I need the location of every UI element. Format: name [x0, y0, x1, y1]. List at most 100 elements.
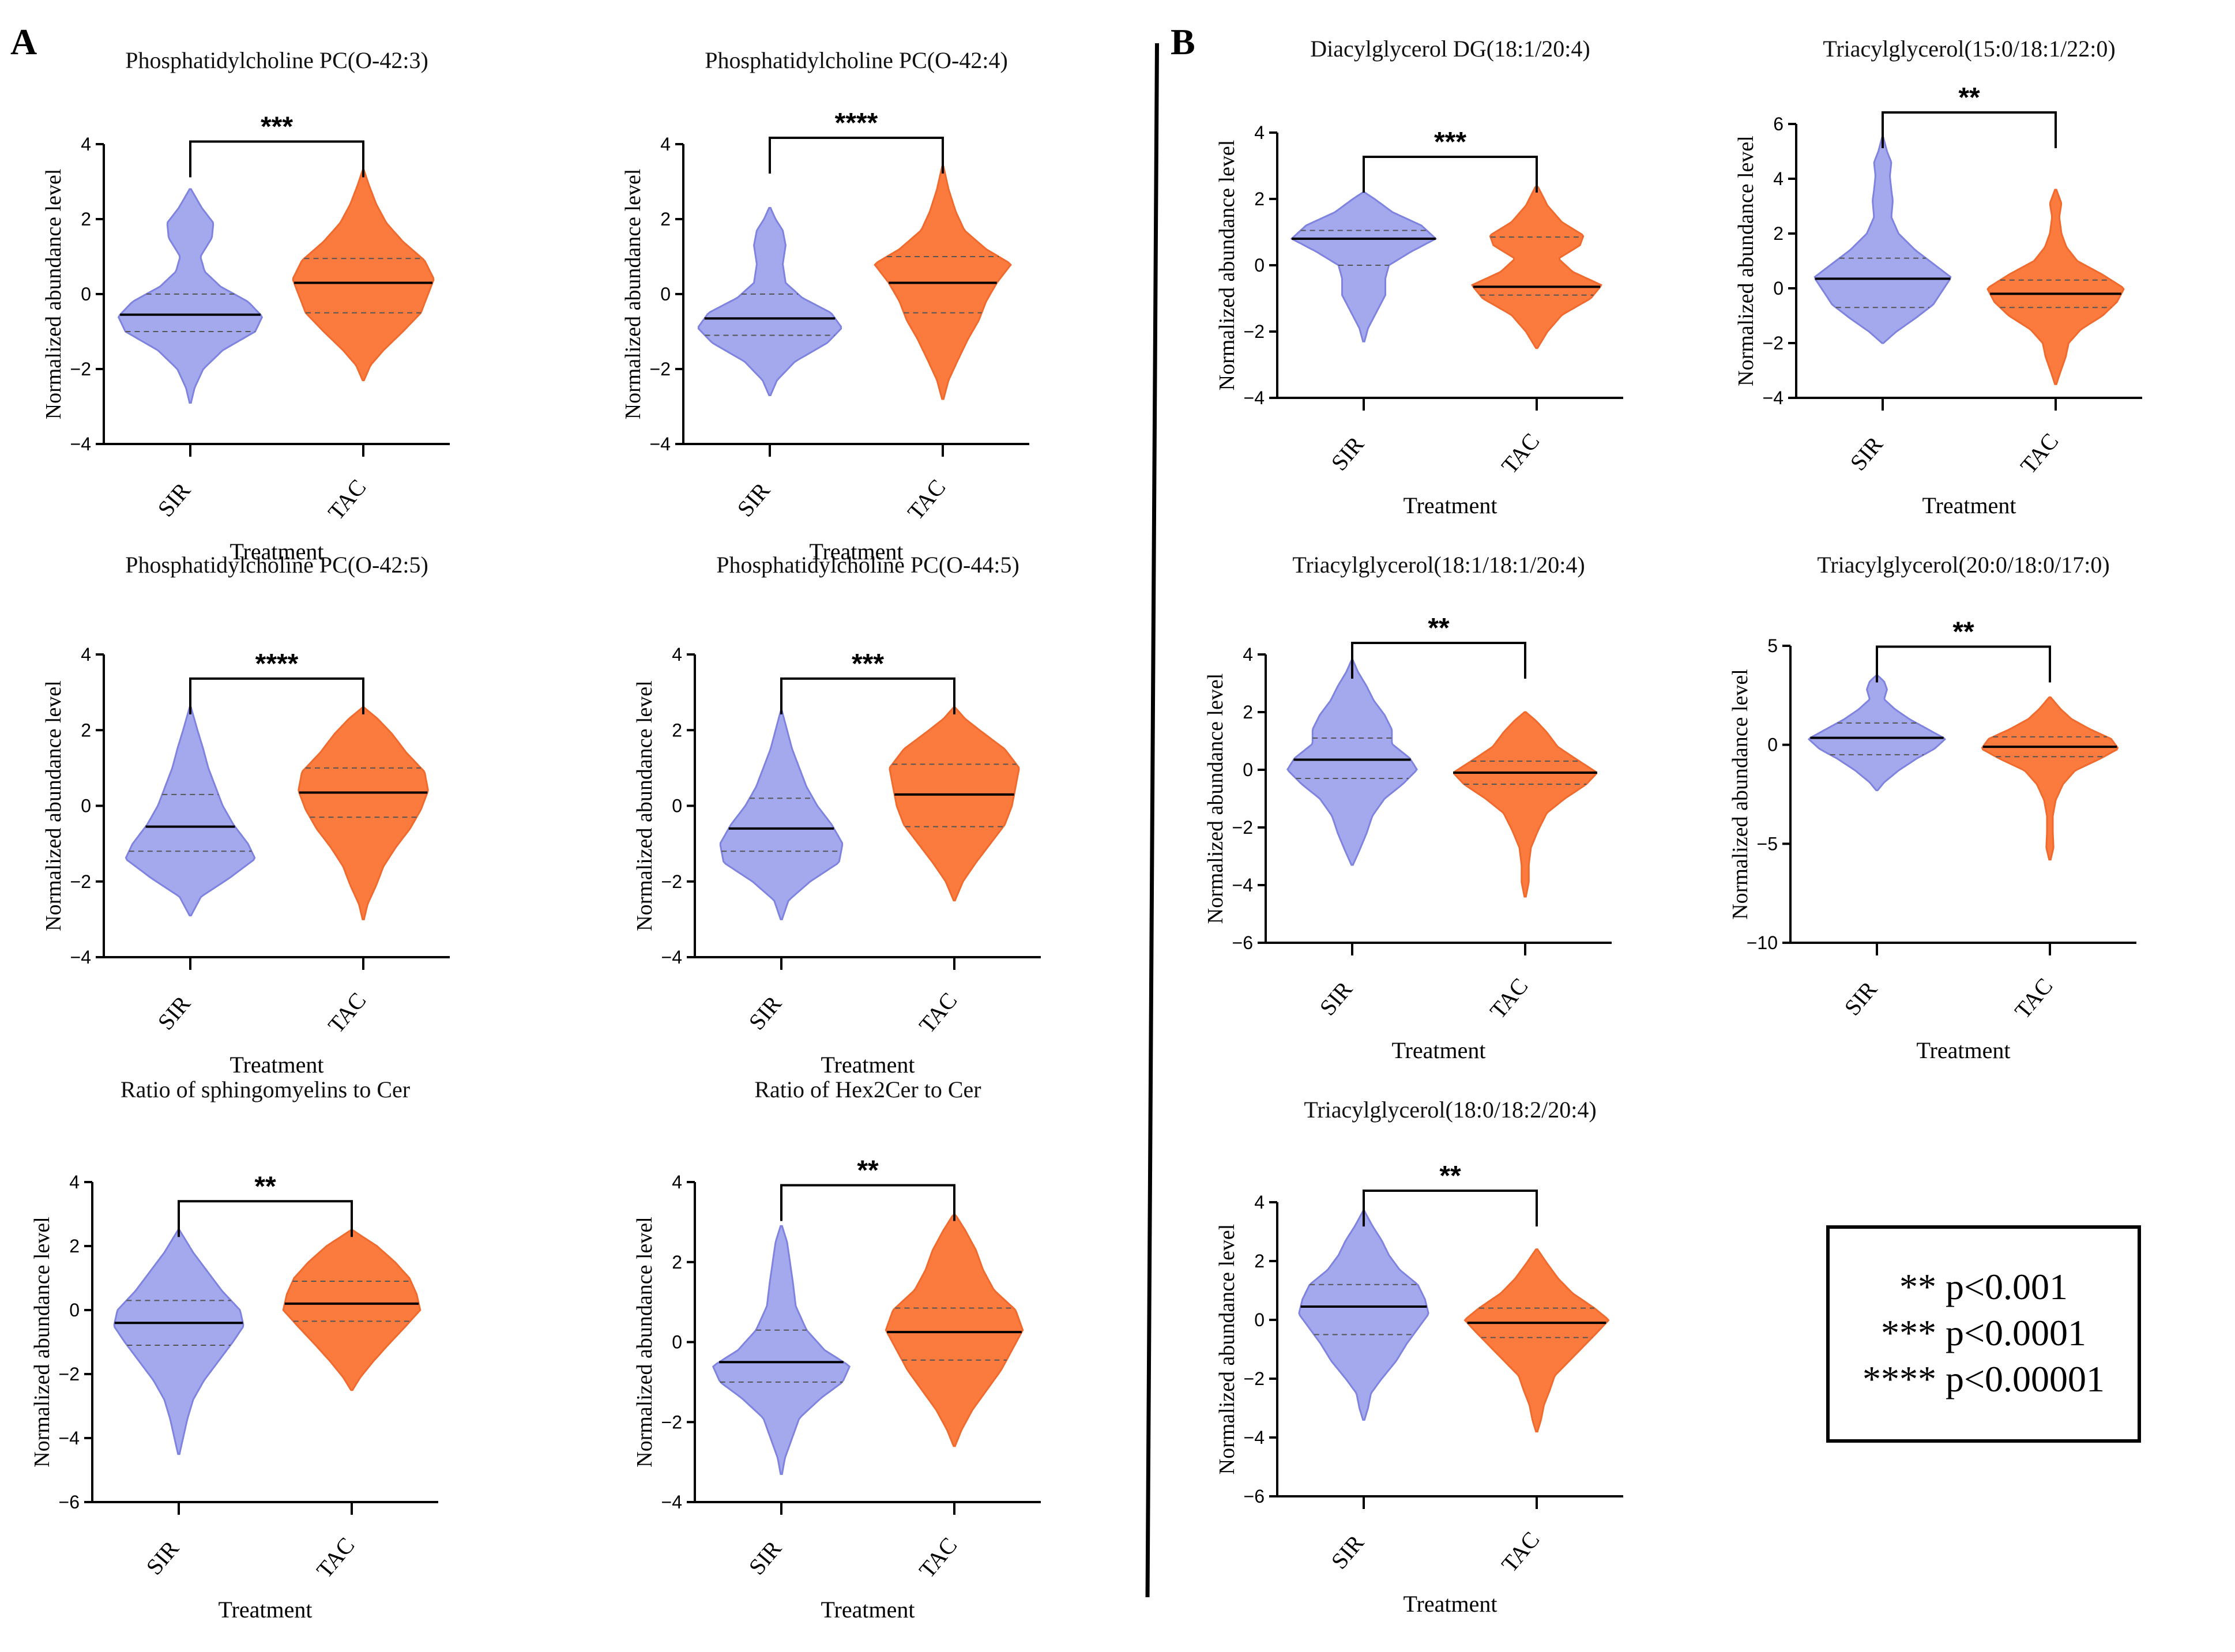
chart-svg: Phosphatidylcholine PC(O-42:5) −4 −2 0 2 4 Nor… — [42, 552, 450, 1078]
legend-entry: ** p<0.001 — [1830, 1266, 2138, 1308]
y-tick-label: 4 — [81, 644, 91, 665]
violin-tac — [889, 706, 1020, 902]
y-tick-label: 0 — [81, 284, 91, 304]
chart-title: Phosphatidylcholine PC(O-42:5) — [125, 552, 428, 578]
chart-title: Phosphatidylcholine PC(O-42:4) — [705, 47, 1008, 73]
x-tick-label: SIR — [1845, 431, 1888, 476]
violin-chart: Ratio of Hex2Cer to Cer −4 −2 0 2 4 Normalized… — [614, 1064, 1064, 1652]
y-axis-label: Normalized abundance level — [1203, 673, 1228, 924]
violin-sir — [1298, 1210, 1429, 1421]
y-tick-label: 0 — [1243, 759, 1253, 780]
y-tick-label: −2 — [1244, 321, 1265, 342]
y-tick-label: −2 — [70, 871, 91, 892]
x-tick-label: SIR — [152, 991, 195, 1035]
violin-chart: Ratio of sphingomyelins to Cer −6 −4 −2 0 2 4 N… — [30, 1064, 461, 1652]
significance-bracket — [780, 1184, 955, 1221]
x-tick-label: TAC — [1496, 1526, 1545, 1577]
legend-text: p<0.0001 — [1945, 1312, 2087, 1353]
significance-stars: *** — [1434, 127, 1466, 157]
significance-stars: **** — [255, 649, 299, 679]
y-axis-label: Normalized abundance level — [1215, 140, 1239, 391]
y-tick-label: 0 — [1767, 735, 1778, 755]
significance-bracket — [1363, 1190, 1538, 1226]
x-tick-label: TAC — [1496, 428, 1545, 479]
x-axis-label: Treatment — [1917, 1037, 2011, 1063]
legend-text: p<0.00001 — [1945, 1359, 2105, 1399]
legend-text: p<0.001 — [1945, 1266, 2068, 1307]
legend-stars: **** — [1862, 1359, 1936, 1399]
y-axis-label: Normalized abundance level — [30, 1217, 54, 1467]
x-tick-label: TAC — [323, 474, 371, 525]
legend-stars: *** — [1880, 1312, 1936, 1353]
y-tick-label: 0 — [1773, 278, 1784, 299]
legend-entry: **** p<0.00001 — [1830, 1358, 2138, 1401]
y-tick-label: 2 — [1773, 223, 1784, 244]
y-tick-label: −2 — [1244, 1368, 1265, 1389]
legend-entry: *** p<0.0001 — [1830, 1312, 2138, 1354]
chart-title: Ratio of sphingomyelins to Cer — [121, 1077, 410, 1102]
significance-stars: *** — [261, 112, 293, 142]
significance-stars: ** — [857, 1156, 879, 1186]
violin-chart: Triacylglycerol(18:0/18:2/20:4) −6 −4 −2 0 2 4… — [1208, 1084, 1646, 1646]
significance-bracket — [189, 677, 364, 714]
y-tick-label: 0 — [672, 796, 682, 816]
y-tick-label: 4 — [81, 134, 91, 155]
chart-title: Triacylglycerol(18:0/18:2/20:4) — [1304, 1097, 1596, 1123]
x-tick-label: SIR — [141, 1536, 184, 1580]
significance-bracket — [189, 140, 364, 178]
x-axis-label: Treatment — [219, 1597, 313, 1623]
significance-stars: ** — [1439, 1161, 1461, 1191]
y-tick-label: −2 — [661, 871, 682, 892]
violin-chart: Phosphatidylcholine PC(O-42:5) −4 −2 0 2 4 Nor… — [35, 539, 473, 1107]
violin-tac — [282, 1229, 422, 1391]
x-axis-label: Treatment — [1392, 1037, 1486, 1063]
violin-tac — [1463, 1248, 1610, 1433]
chart-svg: Diacylglycerol DG(18:1/20:4) −4 −2 0 2 4 Norma… — [1215, 36, 1623, 518]
y-axis-label: Normalized abundance level — [42, 169, 66, 420]
violin-tac — [1453, 711, 1598, 898]
y-tick-label: 0 — [1254, 1309, 1265, 1330]
y-tick-label: −4 — [1244, 387, 1265, 408]
significance-stars: ** — [1428, 613, 1450, 644]
x-tick-label: SIR — [743, 991, 787, 1035]
y-tick-label: 4 — [672, 644, 682, 665]
chart-title: Triacylglycerol(18:1/18:1/20:4) — [1292, 552, 1585, 578]
y-tick-label: −2 — [661, 1412, 682, 1432]
significance-stars: ** — [1958, 82, 1980, 113]
y-tick-label: −5 — [1757, 833, 1778, 854]
y-tick-label: 2 — [81, 720, 91, 740]
violin-chart: Phosphatidylcholine PC(O-42:4) −4 −2 0 2 4 Nor… — [614, 35, 1052, 594]
violin-chart: Phosphatidylcholine PC(O-44:5) −4 −2 0 2 4 Nor… — [614, 539, 1064, 1107]
y-tick-label: −2 — [70, 359, 91, 379]
significance-legend: ** p<0.001 *** p<0.0001 **** p<0.00001 — [1826, 1225, 2141, 1443]
violin-sir — [719, 710, 844, 920]
y-tick-label: 0 — [1254, 255, 1265, 276]
significance-bracket — [780, 677, 955, 714]
x-tick-label: SIR — [743, 1536, 787, 1580]
y-tick-label: −4 — [1244, 1427, 1265, 1448]
chart-svg: Phosphatidylcholine PC(O-42:3) −4 −2 0 2 4 Nor… — [42, 47, 450, 565]
violin-sir — [125, 706, 256, 917]
significance-bracket — [769, 137, 944, 174]
chart-title: Triacylglycerol(20:0/18:0/17:0) — [1817, 552, 2109, 578]
x-tick-label: SIR — [732, 477, 775, 522]
y-axis-label: Normalized abundance level — [42, 680, 66, 931]
y-tick-label: −10 — [1747, 932, 1778, 953]
y-tick-label: 4 — [69, 1172, 80, 1192]
x-tick-label: TAC — [2015, 428, 2064, 479]
y-tick-label: 2 — [1254, 1251, 1265, 1271]
y-tick-label: −4 — [1763, 387, 1784, 408]
chart-svg: Triacylglycerol(18:1/18:1/20:4) −6 −4 −2 0 2 4… — [1203, 552, 1612, 1063]
y-tick-label: 2 — [81, 209, 91, 229]
y-tick-label: 2 — [1254, 189, 1265, 209]
y-tick-label: −4 — [70, 947, 91, 968]
y-tick-label: −4 — [661, 947, 682, 968]
chart-title: Triacylglycerol(15:0/18:1/22:0) — [1823, 36, 2115, 62]
y-axis-label: Normalized abundance level — [1215, 1224, 1239, 1475]
y-tick-label: −2 — [59, 1364, 80, 1384]
y-tick-label: −4 — [59, 1428, 80, 1448]
y-tick-label: 4 — [1254, 1192, 1265, 1213]
x-tick-label: SIR — [1839, 976, 1882, 1021]
significance-stars: *** — [852, 649, 884, 679]
